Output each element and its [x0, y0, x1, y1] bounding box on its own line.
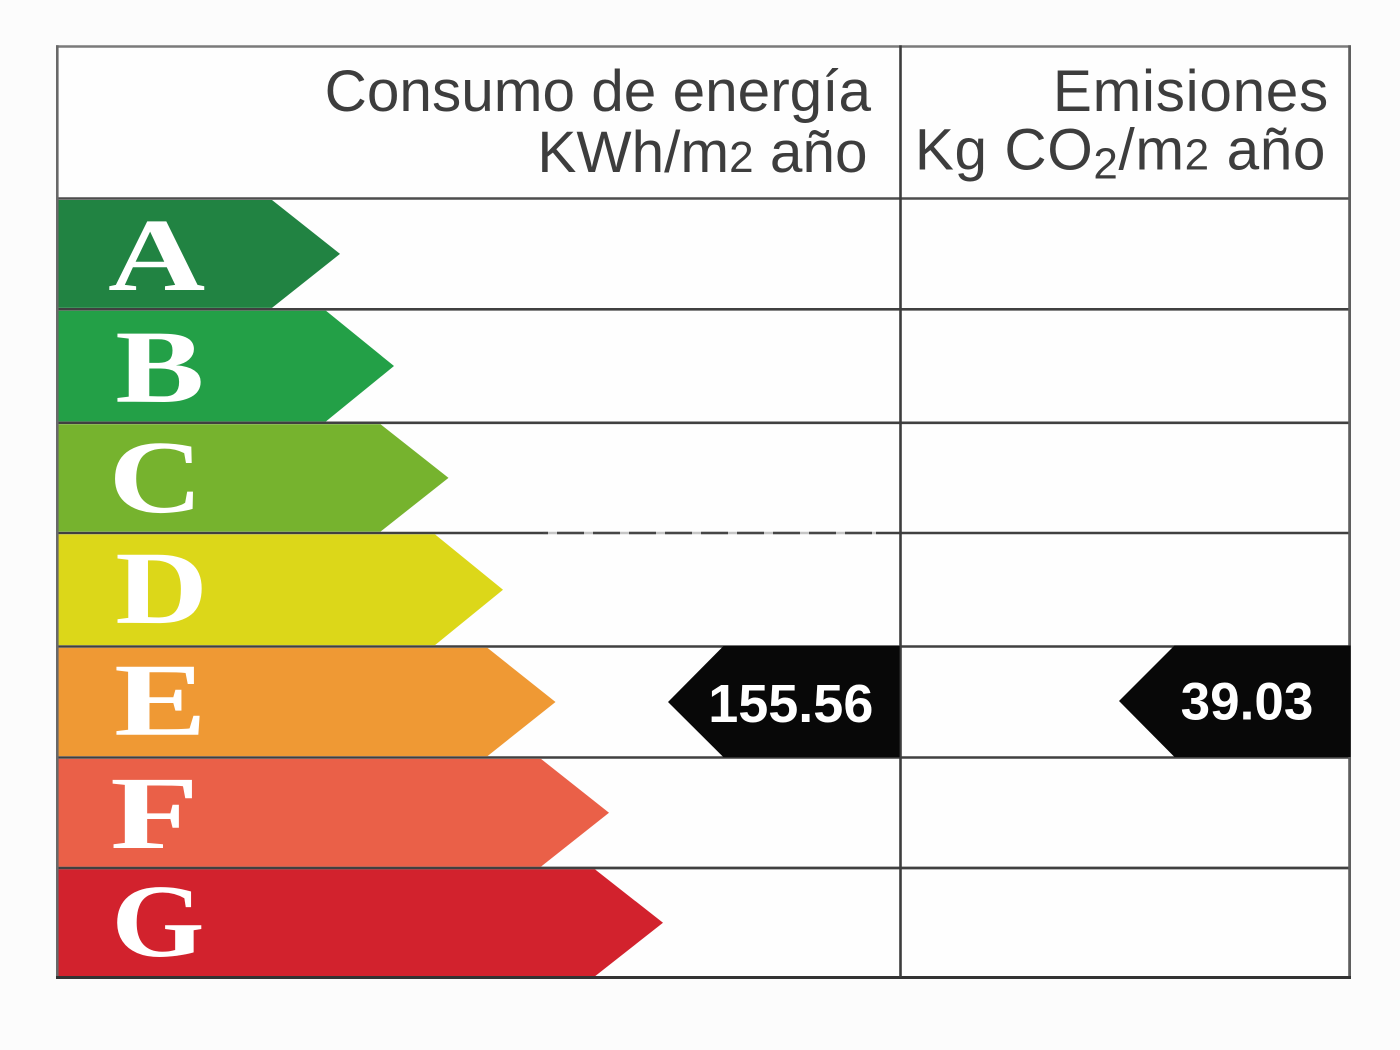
svg-text:C: C	[109, 420, 203, 535]
svg-text:G: G	[111, 864, 204, 979]
svg-text:F: F	[110, 756, 199, 871]
svg-text:E: E	[114, 642, 207, 757]
svg-text:Emisiones: Emisiones	[1053, 59, 1329, 124]
svg-text:Consumo de energía: Consumo de energía	[325, 59, 872, 124]
svg-text:D: D	[115, 531, 208, 646]
svg-text:155.56: 155.56	[708, 674, 873, 734]
svg-text:A: A	[108, 198, 205, 313]
svg-text:Kg CO2/m2 año: Kg CO2/m2 año	[915, 118, 1326, 189]
svg-text:39.03: 39.03	[1181, 673, 1314, 732]
svg-text:KWh/m2 año: KWh/m2 año	[537, 120, 867, 185]
svg-text:B: B	[115, 309, 204, 425]
